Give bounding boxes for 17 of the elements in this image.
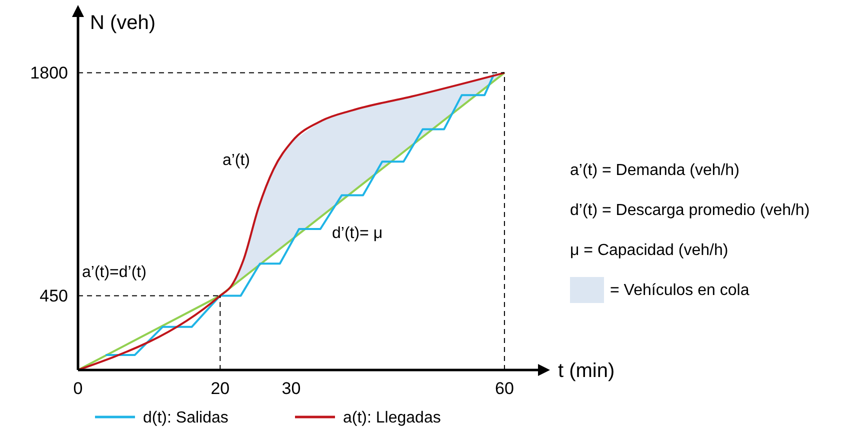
- annotation: d’(t)= μ: [332, 225, 383, 242]
- annotation: a’(t)=d’(t): [82, 264, 146, 281]
- y-axis-title: N (veh): [90, 12, 156, 34]
- text: d’(t) = Descarga promedio (veh/h): [570, 202, 810, 219]
- x-tick-label: 20: [210, 379, 230, 398]
- x-tick-label: 30: [282, 379, 301, 398]
- x-tick-label: 60: [495, 379, 514, 398]
- x-axis-title: t (min): [558, 360, 615, 382]
- y-tick-label: 1800: [30, 64, 68, 83]
- legend-label: a(t): Llegadas: [343, 410, 441, 427]
- legend-label: d(t): Salidas: [143, 410, 228, 427]
- text: a’(t) = Demanda (veh/h): [570, 162, 740, 179]
- legend-label: = Vehículos en cola: [610, 282, 750, 299]
- text: μ = Capacidad (veh/h): [570, 242, 728, 259]
- y-tick-label: 450: [40, 286, 68, 306]
- x-tick-label: 0: [73, 379, 83, 398]
- annotation: a’(t): [222, 152, 250, 169]
